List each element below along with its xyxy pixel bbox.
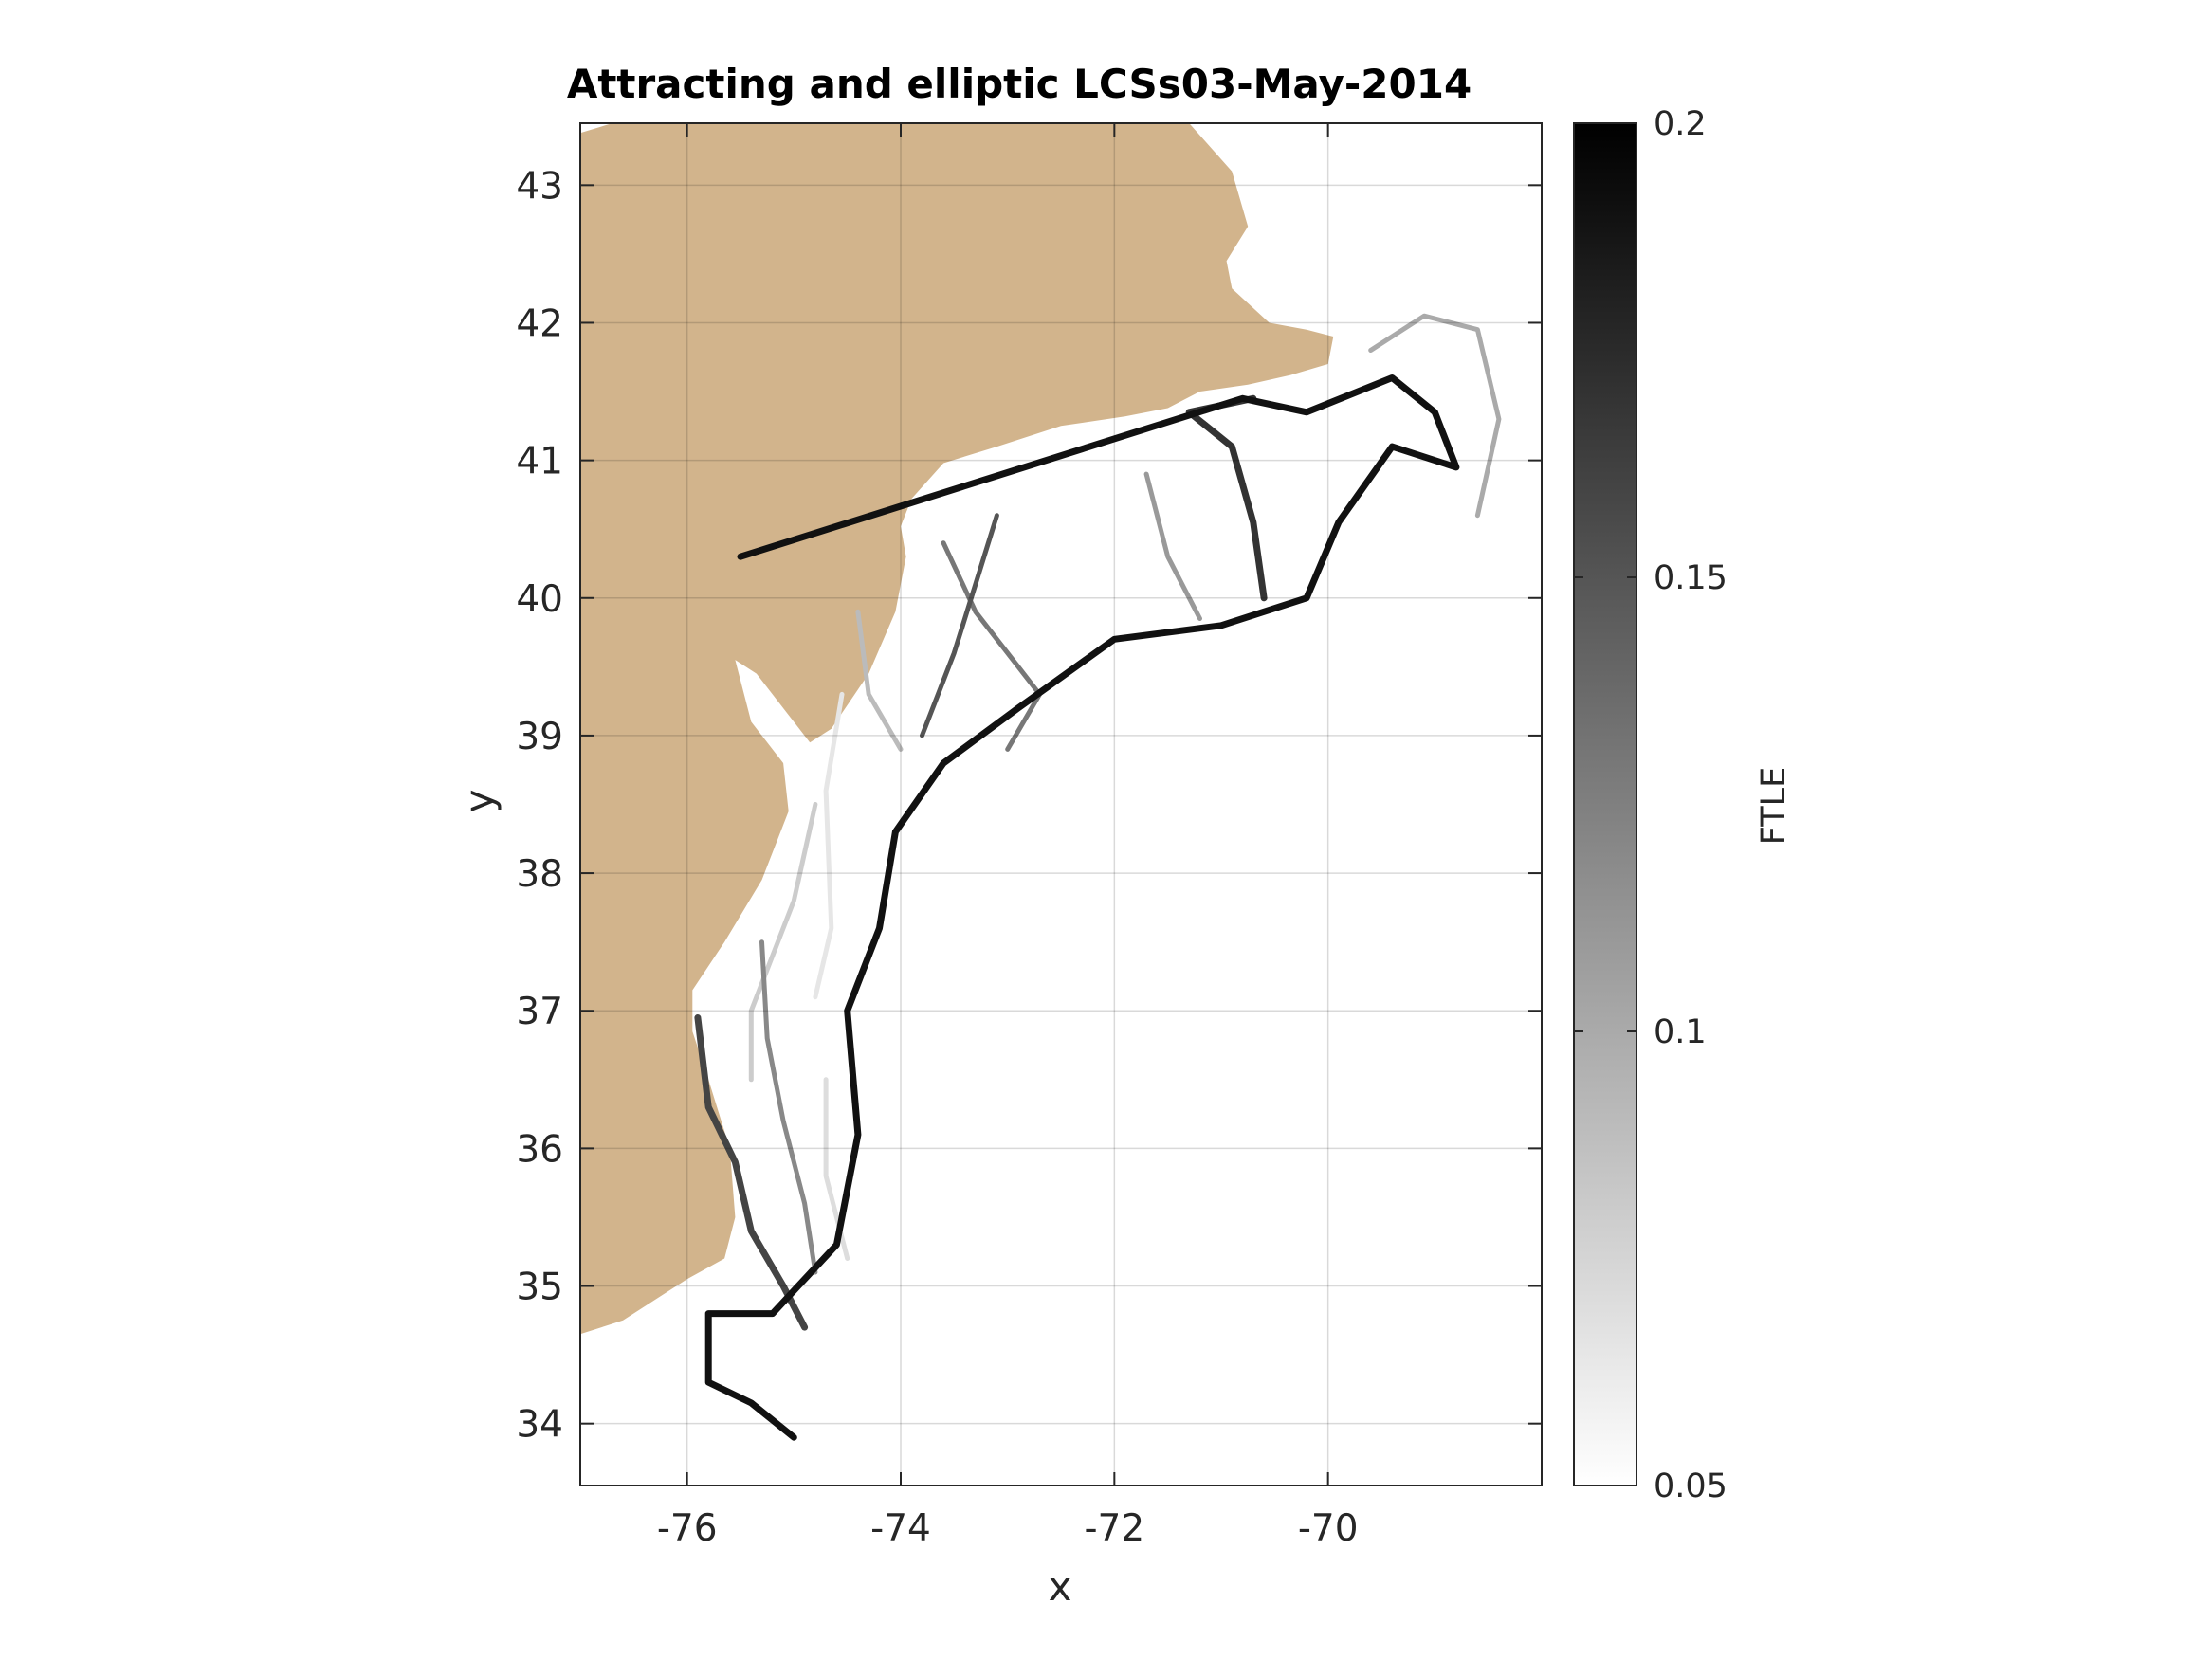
colorbar-tick-label: 0.05 [1654, 1468, 1728, 1505]
x-tick-label: -70 [1298, 1507, 1359, 1550]
y-tick-label: 39 [516, 716, 563, 758]
ftle-field [694, 313, 1502, 1441]
y-tick-label: 38 [516, 853, 563, 896]
x-tick-label: -74 [870, 1507, 931, 1550]
ftle-ridge-11 [813, 691, 845, 1000]
y-tick-label: 37 [516, 991, 563, 1033]
y-tick-label: 40 [516, 578, 563, 621]
y-tick-label: 36 [516, 1128, 563, 1171]
ftle-ridge-8 [855, 609, 904, 752]
x-tick-labels: -76 -74 -72 -70 [657, 1507, 1359, 1550]
colorbar-tick-label: 0.2 [1654, 105, 1707, 143]
axes [579, 122, 1543, 1486]
grid [580, 123, 1542, 1486]
y-tick-label: 43 [516, 165, 563, 208]
colorbar-tick-label: 0.15 [1654, 559, 1728, 597]
colorbar-tick-label: 0.1 [1654, 1013, 1707, 1051]
x-tick-label: -76 [657, 1507, 718, 1550]
y-tick-label: 34 [516, 1404, 563, 1447]
ftle-ridge-4 [941, 540, 1042, 752]
ftle-ridge-2 [694, 1014, 809, 1331]
ftle-ridge-6 [1143, 471, 1202, 621]
land-mask [580, 123, 1334, 1335]
x-axis-label: x [1049, 1563, 1072, 1610]
y-axis-label: y [456, 790, 503, 813]
land-polygon [580, 123, 1334, 1335]
chart-title: Attracting and elliptic LCSs03-May-2014 [567, 61, 1472, 107]
colorbar [1573, 122, 1637, 1486]
ftle-ridge-3 [920, 513, 999, 738]
colorbar-label: FTLE [1755, 767, 1793, 846]
y-tick-label: 42 [516, 302, 563, 345]
ftle-ridge-5 [759, 939, 818, 1275]
x-tick-label: -72 [1084, 1507, 1144, 1550]
ftle-ridge-0 [704, 374, 1460, 1441]
y-tick-label: 41 [516, 441, 563, 483]
axes-box [579, 122, 1543, 1486]
y-tick-label: 35 [516, 1267, 563, 1309]
ftle-ridge-9 [748, 802, 818, 1083]
y-tick-labels: 34 35 36 37 38 39 40 41 42 43 [516, 165, 563, 1446]
ftle-ridge-7 [1368, 313, 1502, 519]
colorbar-gradient [1573, 122, 1637, 1486]
colorbar-tick-labels: 0.05 0.1 0.15 0.2 [1654, 105, 1728, 1505]
